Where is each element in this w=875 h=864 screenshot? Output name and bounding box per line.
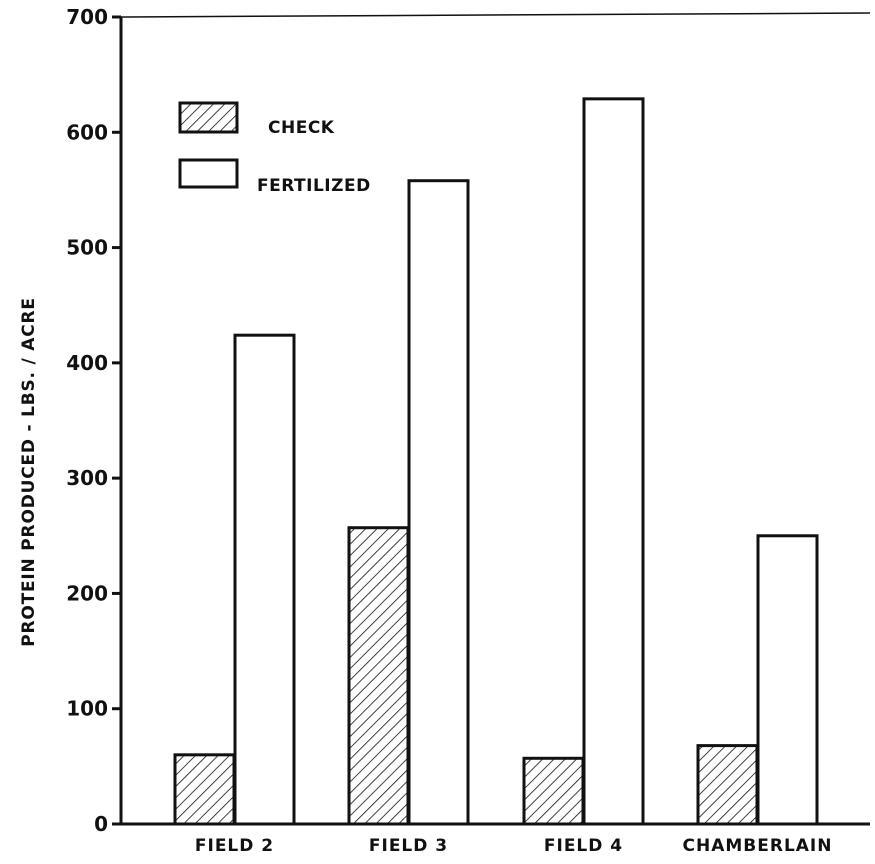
- bar-fertilized: [407, 179, 470, 826]
- y-tick-label: 500: [66, 236, 108, 260]
- y-tick-label: 700: [66, 5, 108, 29]
- top-border-line: [120, 12, 871, 18]
- x-tick-label: FIELD 2: [195, 836, 274, 856]
- legend-label-fertilized: FERTILIZED: [257, 176, 371, 196]
- legend-swatch-check: [178, 101, 239, 134]
- bars: [173, 97, 819, 826]
- y-tick-label: 600: [66, 120, 108, 144]
- y-tick-label: 100: [66, 697, 108, 721]
- y-tick-label: 200: [66, 581, 108, 605]
- y-tick-label: 400: [66, 351, 108, 375]
- x-axis-labels: FIELD 2 FIELD 3 FIELD 4 CHAMBERLAIN: [195, 836, 833, 856]
- bar-fertilized: [582, 97, 645, 826]
- legend-label-check: CHECK: [268, 118, 335, 138]
- legend: CHECK FERTILIZED: [178, 101, 371, 196]
- y-tick-label: 300: [66, 466, 108, 490]
- bar-fertilized: [233, 333, 296, 826]
- bar-check: [522, 756, 585, 826]
- y-tick-label: 0: [94, 812, 108, 836]
- bar-fertilized: [756, 534, 819, 826]
- y-axis-label: PROTEIN PRODUCED - LBS. / ACRE: [19, 297, 39, 647]
- x-tick-label: CHAMBERLAIN: [683, 836, 833, 856]
- bar-check: [347, 526, 410, 826]
- bar-check: [173, 753, 236, 826]
- x-tick-label: FIELD 3: [369, 836, 448, 856]
- bar-check: [696, 744, 759, 826]
- legend-swatch-fertilized: [178, 158, 239, 189]
- x-tick-label: FIELD 4: [544, 836, 623, 856]
